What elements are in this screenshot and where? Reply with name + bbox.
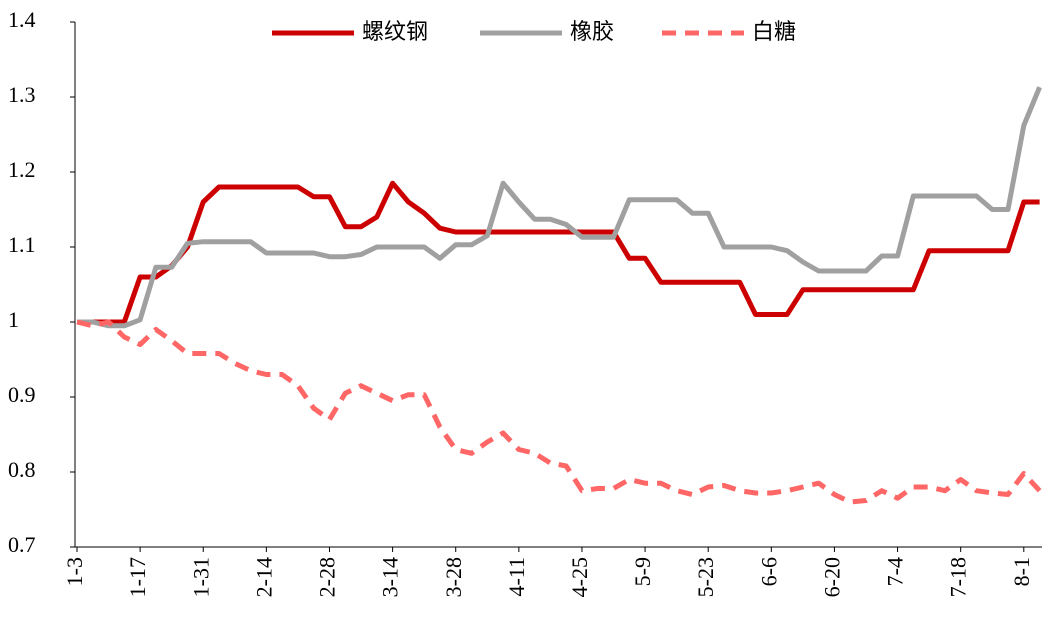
y-tick-label: 0.9 (8, 382, 36, 407)
x-tick-label: 4-25 (567, 557, 592, 597)
x-tick-label: 7-4 (883, 557, 908, 586)
x-tick-label: 2-28 (315, 557, 340, 597)
series-line (77, 86, 1042, 329)
y-tick-label: 1.4 (8, 7, 36, 32)
x-tick-label: 1-3 (62, 557, 87, 586)
y-tick-label: 0.7 (8, 532, 36, 557)
x-tick-label: 1-17 (125, 557, 150, 597)
x-tick-label: 6-20 (819, 557, 844, 597)
x-tick-label: 5-9 (630, 557, 655, 586)
y-tick-label: 0.8 (8, 457, 36, 482)
legend-label: 白糖 (752, 19, 796, 44)
legend-label: 橡胶 (570, 19, 614, 44)
series-line (76, 319, 1042, 505)
series-line (77, 180, 1040, 325)
x-tick-label: 3-28 (441, 557, 466, 597)
x-tick-label: 4-11 (504, 557, 529, 597)
y-tick-label: 1 (8, 307, 19, 332)
x-tick-label: 3-14 (378, 557, 403, 597)
x-tick-label: 2-14 (251, 557, 276, 597)
x-tick-label: 1-31 (188, 557, 213, 597)
x-tick-label: 6-6 (756, 557, 781, 586)
y-tick-label: 1.1 (8, 232, 36, 257)
y-tick-label: 1.3 (8, 82, 36, 107)
x-tick-label: 7-18 (946, 557, 971, 597)
legend-label: 螺纹钢 (362, 19, 428, 44)
x-tick-label: 8-1 (1009, 557, 1034, 586)
y-tick-label: 1.2 (8, 157, 36, 182)
x-tick-label: 5-23 (693, 557, 718, 597)
